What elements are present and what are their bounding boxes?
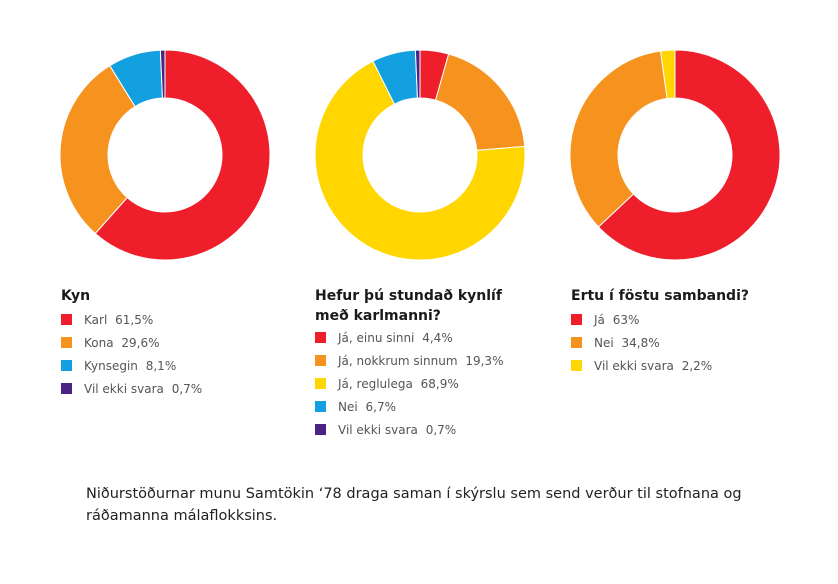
legend-item: Vil ekki svara 0,7% xyxy=(61,382,202,405)
legend-value: 0,7% xyxy=(171,382,203,396)
legend-item: Vil ekki svara 0,7% xyxy=(315,423,503,446)
legend-value: 63% xyxy=(612,313,640,327)
donut-chart-samband xyxy=(569,49,781,261)
chart-title-line: Kyn xyxy=(61,288,91,304)
legend-swatch xyxy=(61,360,72,371)
donut-slice-1 xyxy=(569,50,668,228)
legend-swatch xyxy=(61,337,72,348)
legend-item: Karl 61,5% xyxy=(61,313,202,336)
donut-chart-kynlif xyxy=(314,49,526,261)
legend-item: Já, reglulega 68,9% xyxy=(315,377,503,400)
donut-slice-0 xyxy=(597,49,781,261)
footer-text: Niðurstöðurnar munu Samtökin ‘78 draga s… xyxy=(86,486,742,524)
legend-value: 8,1% xyxy=(145,359,177,373)
legend-label: Karl xyxy=(84,313,108,327)
legend-label: Kona xyxy=(84,336,114,350)
legend-swatch xyxy=(315,401,326,412)
legend-label: Nei xyxy=(338,400,358,414)
legend-swatch xyxy=(315,355,326,366)
legend-value: 4,4% xyxy=(422,331,453,345)
legend-label: Vil ekki svara xyxy=(338,423,418,437)
legend-label: Vil ekki svara xyxy=(84,382,164,396)
legend-item: Já, einu sinni 4,4% xyxy=(315,331,503,354)
legend-item: Já, nokkrum sinnum 19,3% xyxy=(315,354,503,377)
legend-label: Kynsegin xyxy=(84,359,138,373)
legend-label: Já, einu sinni xyxy=(338,331,415,345)
legend-samband: Já 63% Nei 34,8% Vil ekki svara 2,2% xyxy=(571,313,712,382)
chart-title-samband: Ertu í föstu sambandi? xyxy=(571,286,749,306)
legend-swatch xyxy=(315,332,326,343)
legend-label: Já, nokkrum sinnum xyxy=(338,354,458,368)
donut-slice-1 xyxy=(59,64,136,235)
chart-title-kynlif: Hefur þú stundað kynlíf með karlmanni? xyxy=(315,286,502,326)
legend-item: Nei 34,8% xyxy=(571,336,712,359)
chart-title-line: Hefur þú stundað kynlíf xyxy=(315,288,502,304)
legend-value: 61,5% xyxy=(115,313,154,327)
legend-swatch xyxy=(61,383,72,394)
donut-slice-0 xyxy=(94,49,271,261)
legend-value: 0,7% xyxy=(425,423,457,437)
chart-title-kyn: Kyn xyxy=(61,286,90,306)
legend-label: Já, reglulega xyxy=(338,377,413,391)
legend-swatch xyxy=(571,314,582,325)
legend-swatch xyxy=(571,337,582,348)
legend-label: Vil ekki svara xyxy=(594,359,674,373)
donut-chart-kyn xyxy=(59,49,271,261)
legend-item: Já 63% xyxy=(571,313,712,336)
legend-value: 29,6% xyxy=(121,336,160,350)
legend-item: Kynsegin 8,1% xyxy=(61,359,202,382)
donut-slice-3 xyxy=(159,49,166,99)
chart-title-line: með karlmanni? xyxy=(315,308,441,324)
legend-label: Já xyxy=(594,313,605,327)
donut-slice-1 xyxy=(434,53,526,151)
legend-label: Nei xyxy=(594,336,614,350)
legend-swatch xyxy=(61,314,72,325)
chart-title-line: Ertu í föstu sambandi? xyxy=(571,288,749,304)
donut-slice-2 xyxy=(659,49,676,100)
donut-slice-2 xyxy=(314,60,526,261)
donut-slice-4 xyxy=(414,49,421,99)
legend-item: Kona 29,6% xyxy=(61,336,202,359)
legend-item: Vil ekki svara 2,2% xyxy=(571,359,712,382)
legend-kyn: Karl 61,5% Kona 29,6% Kynsegin 8,1% Vil … xyxy=(61,313,202,405)
legend-value: 68,9% xyxy=(420,377,459,391)
legend-value: 34,8% xyxy=(621,336,660,350)
legend-swatch xyxy=(315,378,326,389)
legend-item: Nei 6,7% xyxy=(315,400,503,423)
legend-swatch xyxy=(571,360,582,371)
legend-value: 19,3% xyxy=(465,354,504,368)
legend-swatch xyxy=(315,424,326,435)
legend-kynlif: Já, einu sinni 4,4% Já, nokkrum sinnum 1… xyxy=(315,331,503,446)
legend-value: 2,2% xyxy=(681,359,713,373)
legend-value: 6,7% xyxy=(365,400,397,414)
